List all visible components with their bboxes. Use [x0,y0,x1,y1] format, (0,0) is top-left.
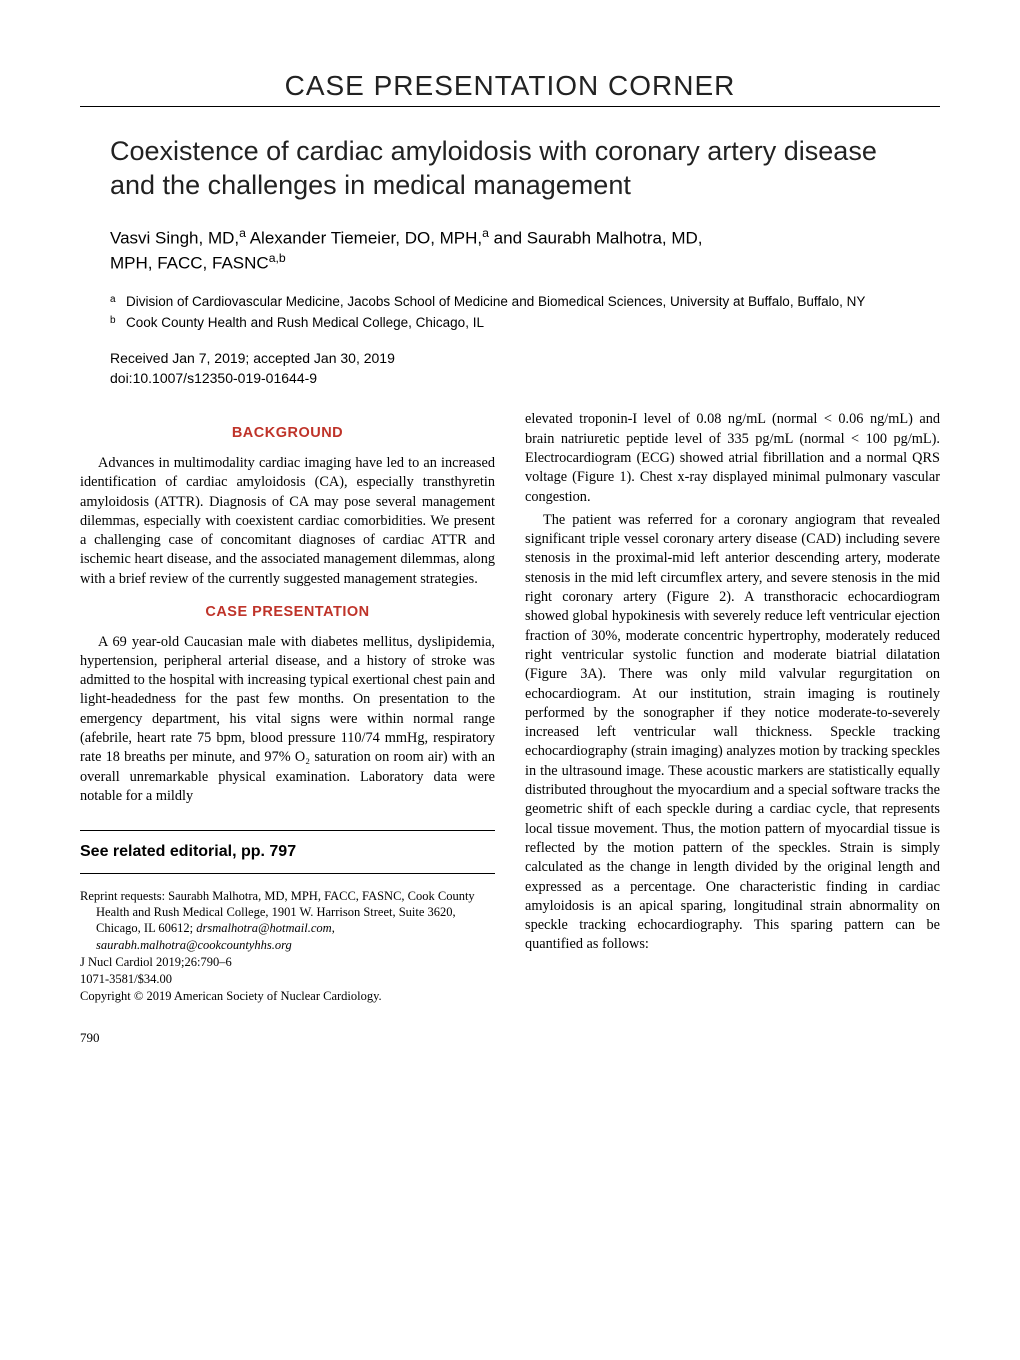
affiliation-sup: a [110,293,120,312]
page-number: 790 [80,1029,495,1047]
affiliations-block: a Division of Cardiovascular Medicine, J… [80,293,940,333]
editorial-rule-bottom [80,873,495,874]
doi: doi:10.1007/s12350-019-01644-9 [110,369,940,389]
affiliation-text: Cook County Health and Rush Medical Coll… [126,314,484,333]
comma: , [332,921,335,935]
reprint-footnote: Reprint requests: Saurabh Malhotra, MD, … [80,888,495,953]
right-column: elevated troponin-I level of 0.08 ng/mL … [525,410,940,1046]
reprint-email: drsmalhotra@hotmail.com [196,921,331,935]
affiliation-text: Division of Cardiovascular Medicine, Jac… [126,293,865,312]
section-rule [80,106,940,107]
author-sup: a,b [269,251,286,265]
author-sup: a [239,226,246,240]
received-date: Received Jan 7, 2019; accepted Jan 30, 2… [110,349,940,369]
affiliation-sup: b [110,314,120,333]
received-block: Received Jan 7, 2019; accepted Jan 30, 2… [80,349,940,388]
author-text: MPH, FACC, FASNC [110,254,269,273]
author-text: Vasvi Singh, MD, [110,228,239,247]
authors-block: Vasvi Singh, MD,a Alexander Tiemeier, DO… [80,225,940,276]
two-column-body: BACKGROUND Advances in multimodality car… [80,410,940,1046]
author-text: and Saurabh Malhotra, MD, [489,228,703,247]
left-column: BACKGROUND Advances in multimodality car… [80,410,495,1046]
reprint-email: saurabh.malhotra@cookcountyhhs.org [96,938,292,952]
issn-footnote: 1071-3581/$34.00 [80,971,495,987]
background-heading: BACKGROUND [80,424,495,444]
case-heading: CASE PRESENTATION [80,603,495,623]
author-text: Alexander Tiemeier, DO, MPH, [246,228,482,247]
journal-footnote: J Nucl Cardiol 2019;26:790–6 [80,954,495,970]
footnotes-block: Reprint requests: Saurabh Malhotra, MD, … [80,888,495,1005]
body-paragraph: elevated troponin-I level of 0.08 ng/mL … [525,410,940,506]
case-paragraph: A 69 year-old Caucasian male with diabet… [80,633,495,807]
editorial-note: See related editorial, pp. 797 [80,841,495,863]
author-sup: a [482,226,489,240]
editorial-rule-top [80,830,495,831]
background-paragraph: Advances in multimodality cardiac imagin… [80,454,495,589]
section-label: CASE PRESENTATION CORNER [80,70,940,102]
article-title: Coexistence of cardiac amyloidosis with … [80,135,940,203]
copyright-footnote: Copyright © 2019 American Society of Nuc… [80,988,495,1004]
body-paragraph: The patient was referred for a coronary … [525,511,940,955]
